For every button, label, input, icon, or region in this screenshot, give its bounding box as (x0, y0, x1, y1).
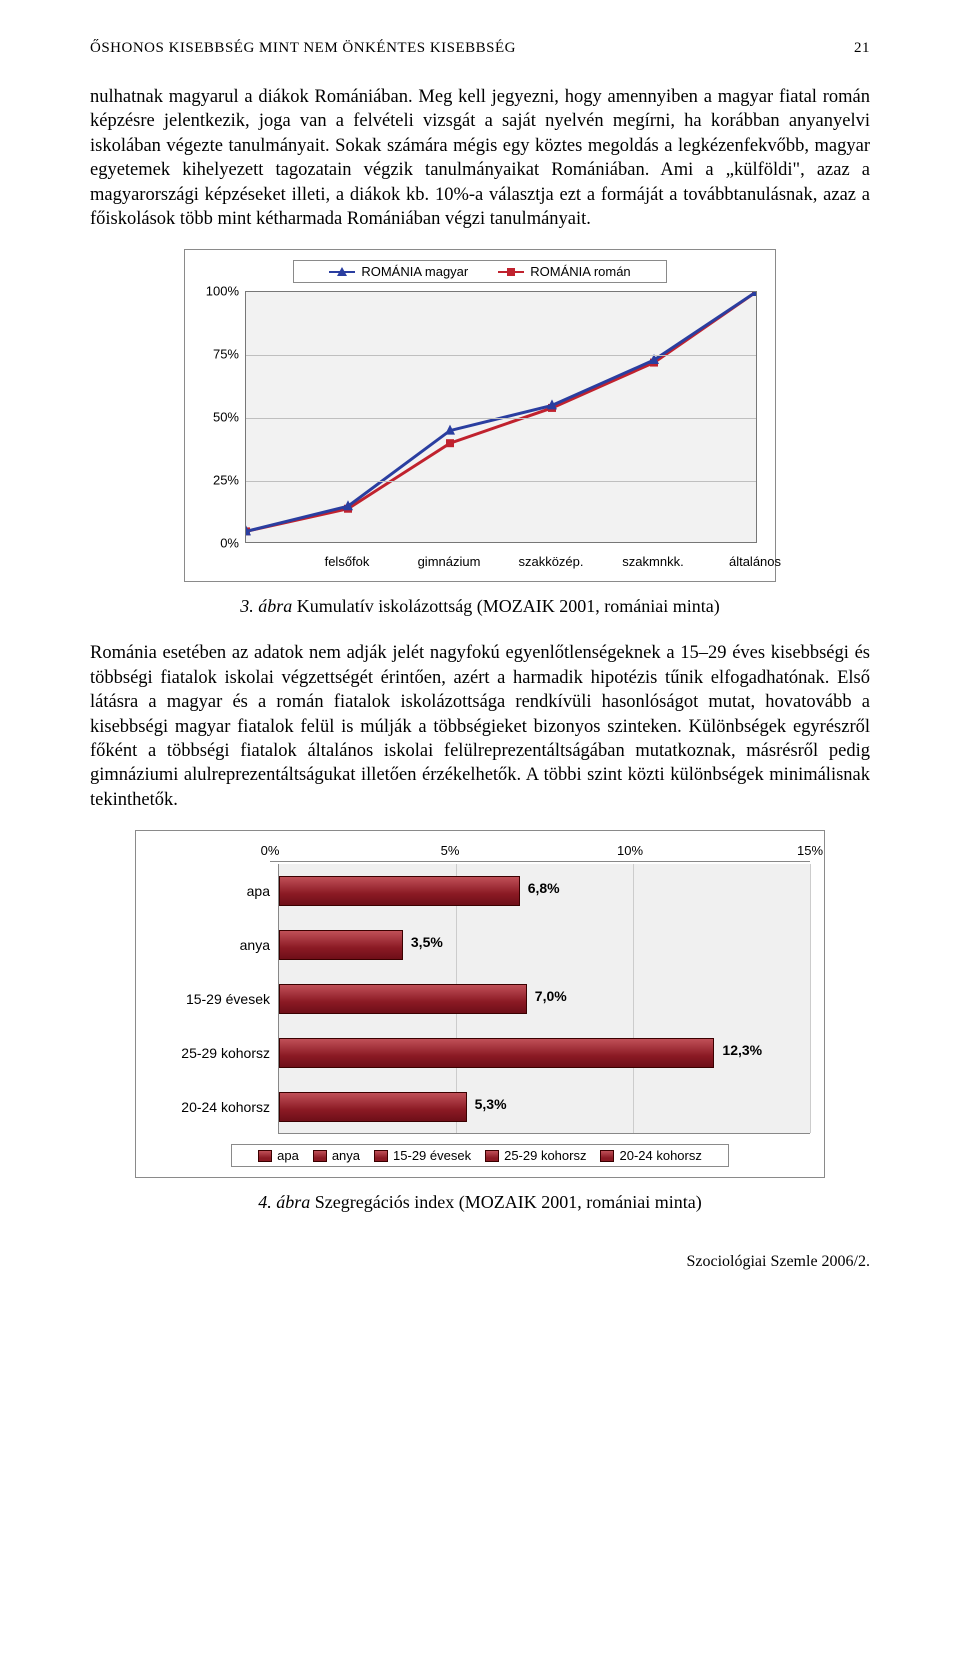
bar-row: anya 3,5% (150, 918, 810, 972)
xtick: szakmnkk. (622, 554, 683, 569)
legend-entry: 20-24 kohorsz (600, 1148, 701, 1163)
bar-value: 3,5% (411, 934, 443, 950)
figure-4-chart: 0% 5% 10% 15% apa 6,8% anya 3,5% 15-29 évesek 7,… (135, 830, 825, 1178)
bar-row: 20-24 kohorsz 5,3% (150, 1080, 810, 1134)
figure-4-caption-label: 4. ábra (258, 1192, 310, 1212)
bar-label: 25-29 kohorsz (150, 1045, 278, 1061)
legend-entry: 25-29 kohorsz (485, 1148, 586, 1163)
bar-value: 7,0% (535, 988, 567, 1004)
ytick: 0% (193, 536, 239, 551)
xtick: általános (729, 554, 781, 569)
figure-3-legend: ROMÁNIA magyar ROMÁNIA román (293, 260, 667, 283)
legend-entry: 15-29 évesek (374, 1148, 471, 1163)
figure-3-caption: 3. ábra Kumulatív iskolázottság (MOZAIK … (90, 596, 870, 617)
bar (279, 984, 527, 1014)
bar-label: 15-29 évesek (150, 991, 278, 1007)
bar-value: 12,3% (722, 1042, 762, 1058)
figure-3-plot-area: 0%25%50%75%100%felsőfokgimnáziumszakközé… (245, 291, 757, 571)
figure-4-legend: apaanya 15-29 évesek 25-29 kohorsz 20-24 ko… (231, 1144, 729, 1167)
legend-entry-roman: ROMÁNIA román (498, 264, 630, 279)
bar (279, 930, 403, 960)
figure-4-xaxis: 0%5%10%15% (150, 843, 810, 862)
bar-label: anya (150, 937, 278, 953)
figure-4-rows: apa 6,8% anya 3,5% 15-29 évesek 7,0% 25-29 koh… (150, 864, 810, 1134)
xtick: 0% (261, 843, 280, 858)
bar (279, 1092, 467, 1122)
bar-value: 5,3% (475, 1096, 507, 1112)
ytick: 25% (193, 473, 239, 488)
figure-3-chart: ROMÁNIA magyar ROMÁNIA román 0% 25% 50% 75%… (184, 249, 776, 582)
xtick: gimnázium (418, 554, 481, 569)
ytick: 50% (193, 410, 239, 425)
figure-4-caption: 4. ábra Szegregációs index (MOZAIK 2001,… (90, 1192, 870, 1213)
legend-entry: anya (313, 1148, 360, 1163)
xtick: 5% (441, 843, 460, 858)
bar-label: apa (150, 883, 278, 899)
journal-footer: Szociológiai Szemle 2006/2. (90, 1253, 870, 1271)
xtick: 10% (617, 843, 643, 858)
legend-entry: apa (258, 1148, 299, 1163)
legend-label-roman: ROMÁNIA román (530, 264, 630, 279)
xtick: szakközép. (518, 554, 583, 569)
figure-3-caption-text: Kumulatív iskolázottság (MOZAIK 2001, ro… (292, 596, 719, 616)
running-title: ŐSHONOS KISEBBSÉG MINT NEM ÖNKÉNTES KISE… (90, 40, 516, 57)
bar (279, 876, 520, 906)
bar-row: apa 6,8% (150, 864, 810, 918)
running-header: ŐSHONOS KISEBBSÉG MINT NEM ÖNKÉNTES KISE… (90, 40, 870, 57)
paragraph-1: nulhatnak magyarul a diákok Romániában. … (90, 85, 870, 231)
xtick: 15% (797, 843, 823, 858)
bar (279, 1038, 714, 1068)
figure-4-caption-text: Szegregációs index (MOZAIK 2001, románia… (310, 1192, 701, 1212)
paragraph-2: Románia esetében az adatok nem adják jel… (90, 641, 870, 812)
bar-row: 15-29 évesek 7,0% (150, 972, 810, 1026)
figure-3-caption-label: 3. ábra (240, 596, 292, 616)
page-number: 21 (854, 40, 870, 57)
legend-entry-magyar: ROMÁNIA magyar (329, 264, 468, 279)
bar-row: 25-29 kohorsz 12,3% (150, 1026, 810, 1080)
legend-label-magyar: ROMÁNIA magyar (361, 264, 468, 279)
ytick: 100% (193, 284, 239, 299)
bar-value: 6,8% (528, 880, 560, 896)
bar-label: 20-24 kohorsz (150, 1099, 278, 1115)
page: ŐSHONOS KISEBBSÉG MINT NEM ÖNKÉNTES KISE… (0, 0, 960, 1311)
xtick: felsőfok (325, 554, 370, 569)
ytick: 75% (193, 347, 239, 362)
